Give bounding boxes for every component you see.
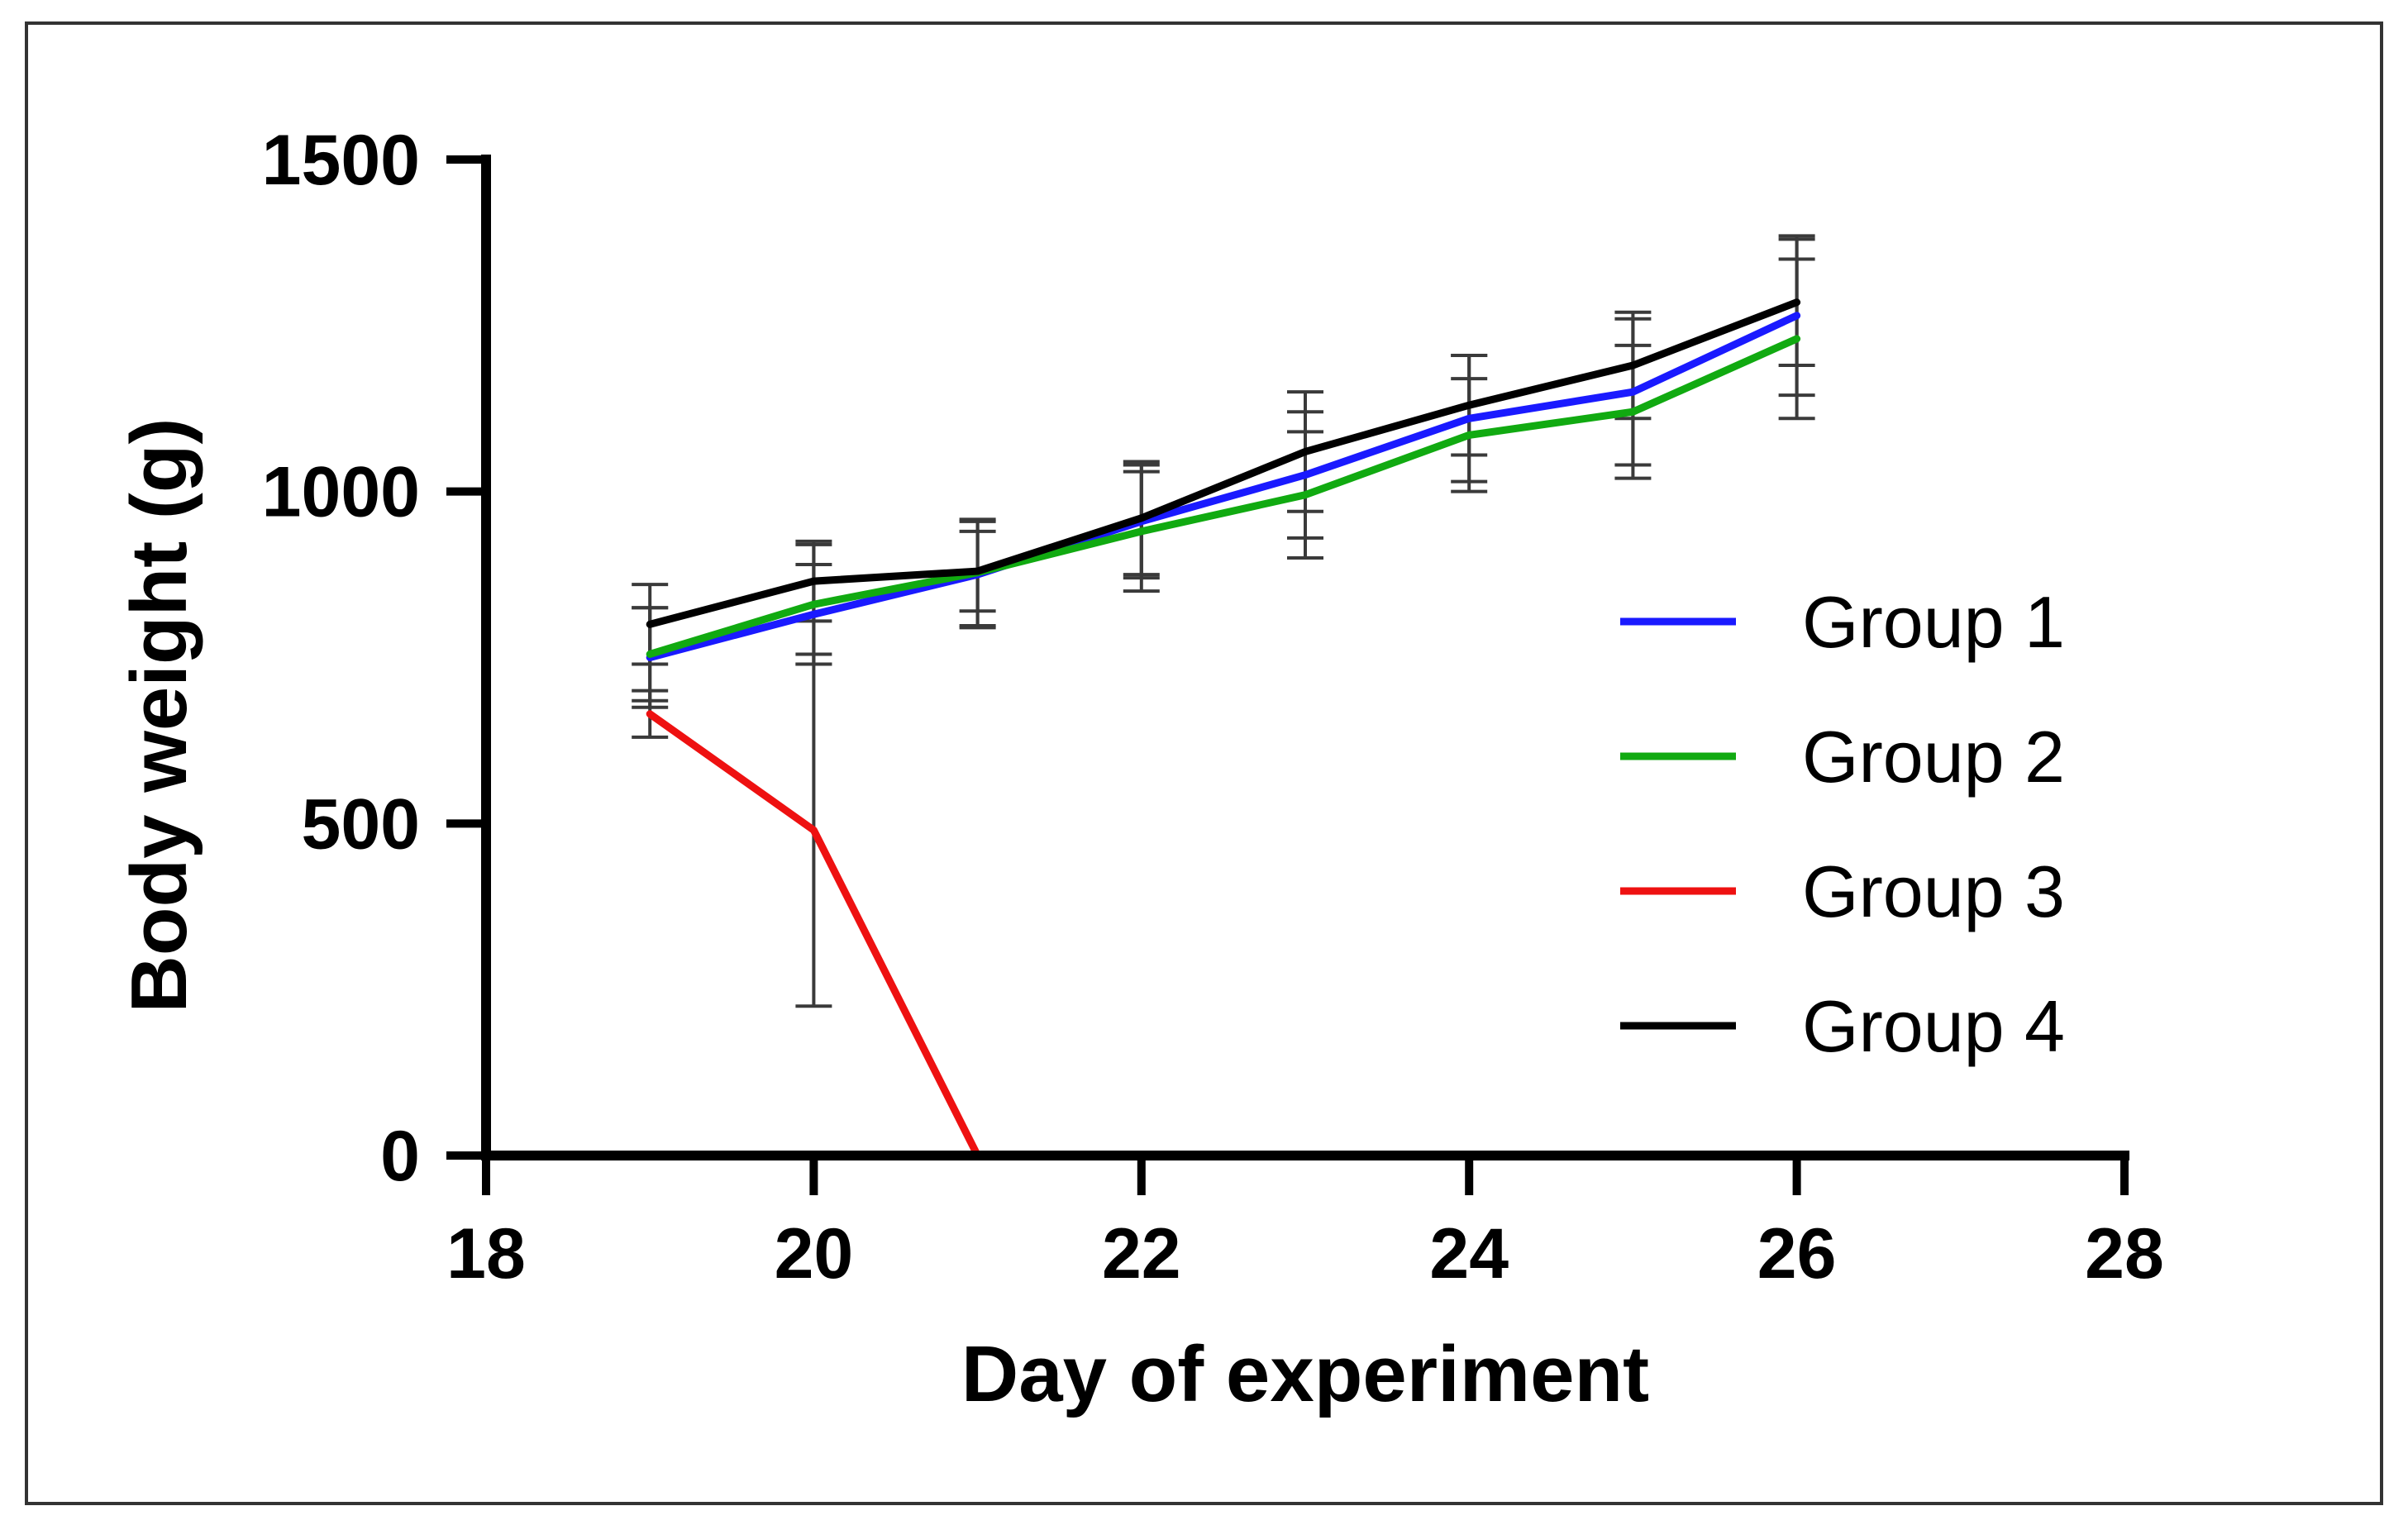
- series-line-group-3: [646, 710, 982, 1160]
- legend-label: Group 2: [1802, 716, 2065, 798]
- y-axis-title: Body weight (g): [115, 418, 203, 1013]
- y-tick-label: 1000: [262, 453, 420, 532]
- x-axis-title: Day of experiment: [961, 1330, 1649, 1418]
- x-tick-label: 26: [1757, 1214, 1837, 1294]
- chart-frame: [25, 21, 2383, 1505]
- x-tick-label: 22: [1102, 1214, 1181, 1294]
- series-line-group-2: [646, 335, 1801, 658]
- x-tick-label: 20: [775, 1214, 854, 1294]
- legend-label: Group 1: [1802, 581, 2065, 663]
- y-axis-ticks: 0 500 1000 1500: [262, 121, 486, 1196]
- legend-label: Group 3: [1802, 851, 2065, 932]
- legend: Group 1 Group 2 Group 3 Group 4: [1620, 581, 2065, 1067]
- x-tick-label: 28: [2085, 1214, 2164, 1294]
- y-tick-label: 0: [380, 1117, 420, 1196]
- series-line-group-4: [646, 298, 1801, 628]
- x-tick-label: 18: [446, 1214, 526, 1294]
- x-tick-label: 24: [1429, 1214, 1509, 1294]
- y-tick-label: 500: [302, 784, 421, 864]
- y-tick-label: 1500: [262, 121, 420, 200]
- series-line-group-1: [646, 312, 1801, 661]
- axes: [481, 155, 2129, 1160]
- series-lines: [646, 298, 1801, 1160]
- x-axis-ticks: 18 20 22 24 26 28: [446, 1156, 2164, 1294]
- legend-label: Group 4: [1802, 985, 2065, 1067]
